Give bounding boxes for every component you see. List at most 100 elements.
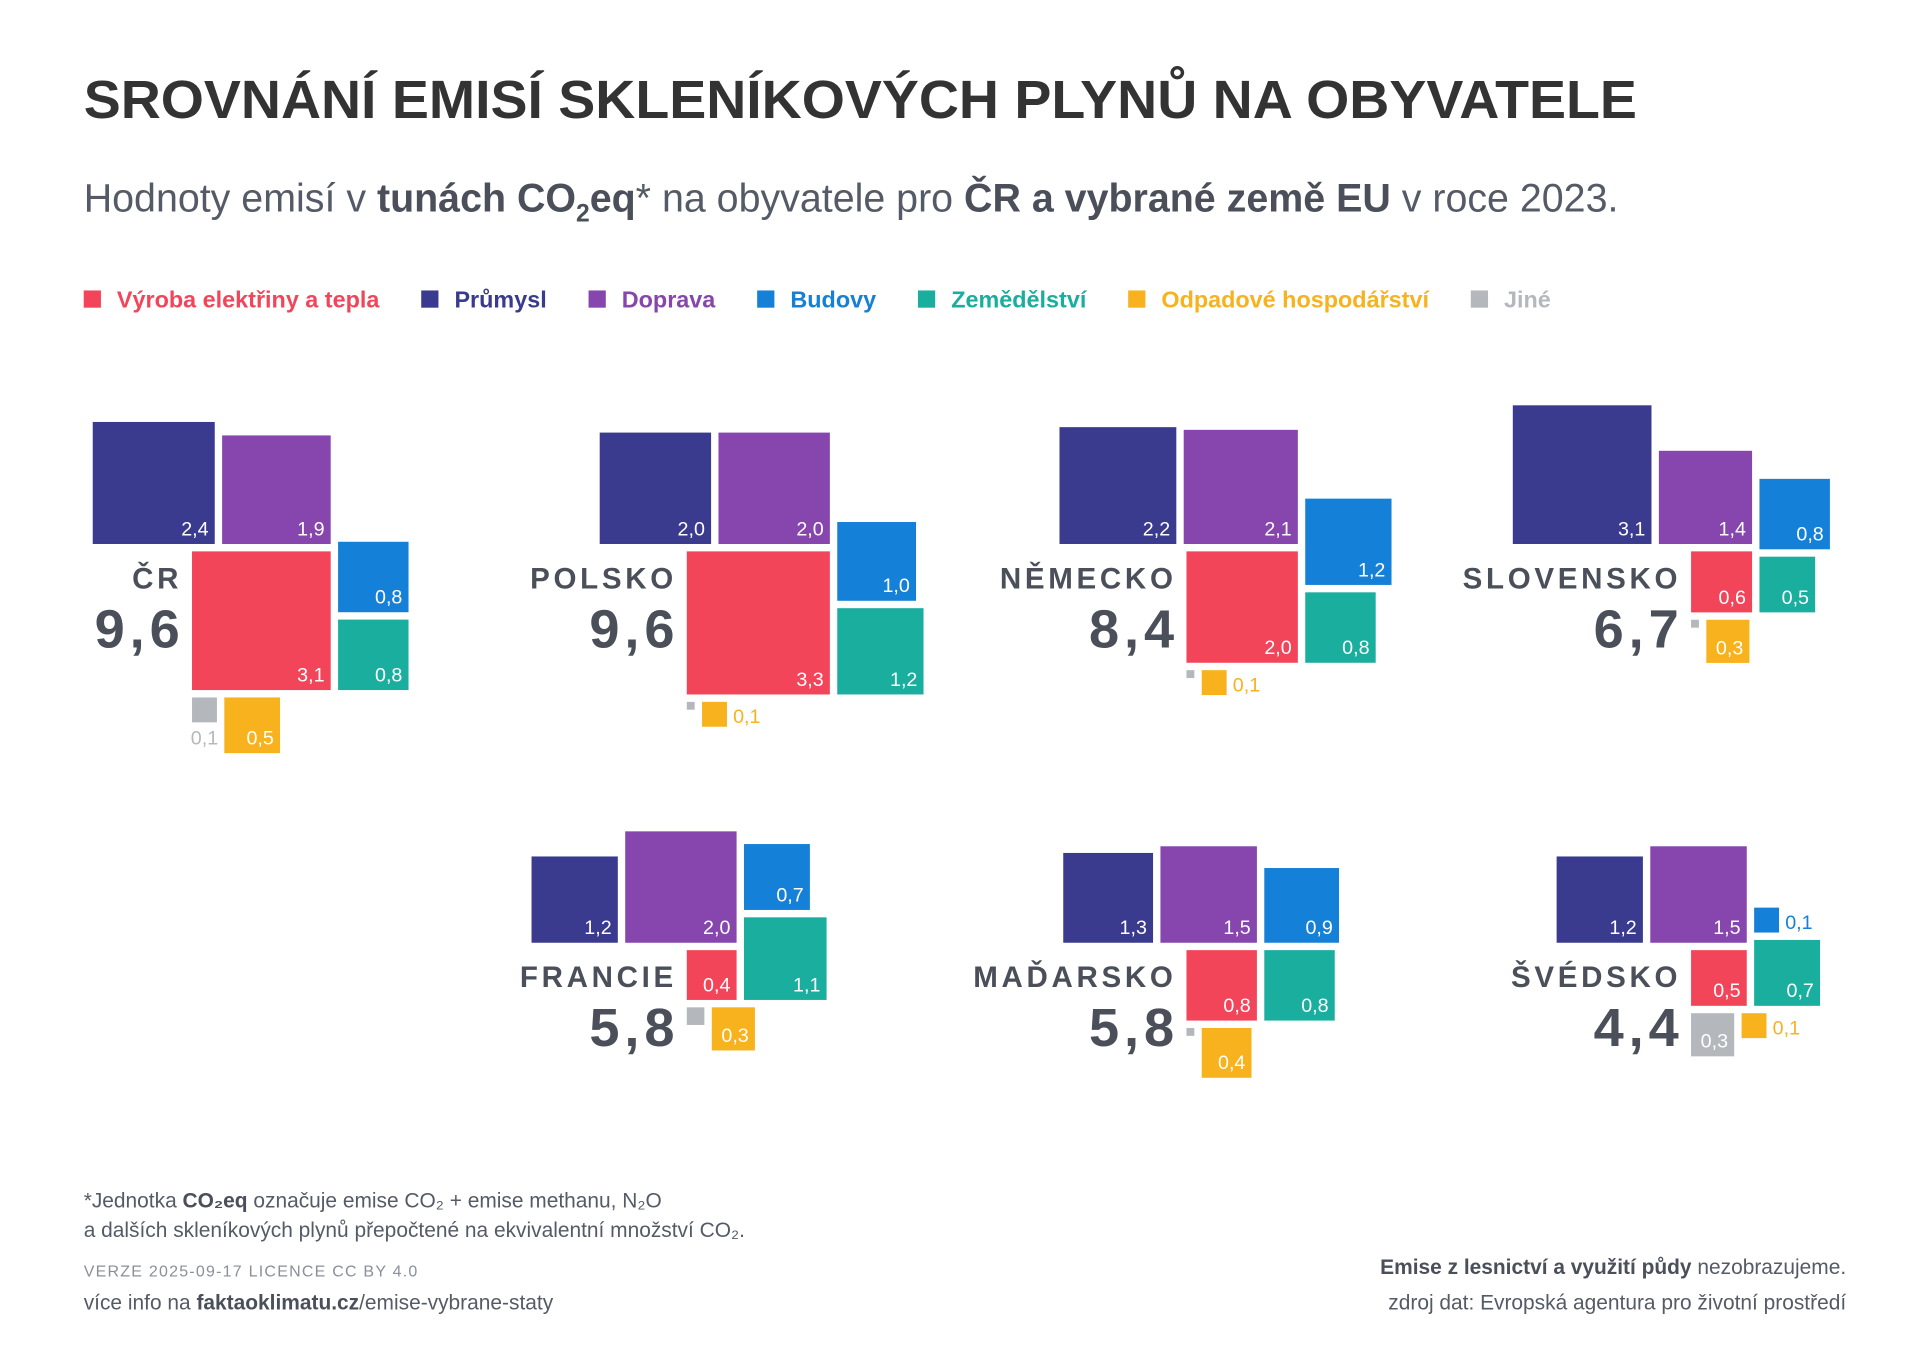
legend-label: Jiné [1504, 287, 1551, 313]
value-label: 2,0 [678, 518, 705, 540]
sector-square [192, 697, 217, 723]
legend-swatch [1128, 290, 1146, 308]
value-label: 0,3 [1701, 1031, 1728, 1053]
chart-subtitle: Hodnoty emisí v tunách CO2eq* na obyvate… [84, 176, 1619, 228]
sector-square [625, 831, 737, 943]
sector-square [1691, 619, 1699, 628]
value-label: 2,2 [1143, 518, 1170, 540]
sector-square [711, 1007, 755, 1051]
sector-square [686, 551, 830, 695]
legend-swatch [757, 290, 775, 308]
sector-square [686, 701, 695, 710]
value-label: 1,3 [1120, 917, 1147, 939]
sector-square [92, 421, 215, 544]
chart-title: SROVNÁNÍ EMISÍ SKLENÍKOVÝCH PLYNŮ NA OBY… [84, 66, 1637, 130]
sector-square [1186, 551, 1298, 663]
legend-swatch [917, 290, 936, 308]
value-label: 2,0 [703, 917, 730, 939]
source: zdroj dat: Evropská agentura pro životní… [1388, 1292, 1846, 1315]
value-label: 0,8 [1223, 995, 1250, 1017]
info-link: více info na faktaoklimatu.cz/emise-vybr… [84, 1292, 554, 1315]
value-label: 2,0 [1264, 637, 1291, 659]
legend-label: Výroba elektřiny a tepla [117, 287, 380, 313]
sector-square [1512, 405, 1652, 544]
sector-square [1264, 950, 1335, 1021]
country-total: 8,4 [1089, 599, 1179, 659]
footnote: a dalších skleníkových plynů přepočtené … [84, 1219, 745, 1242]
sector-square [1691, 1013, 1735, 1057]
sector-square [192, 551, 331, 691]
country-total: 9,6 [95, 599, 185, 659]
country-name: ČR [132, 561, 182, 595]
version: VERZE 2025-09-17 [84, 1263, 243, 1280]
value-label: 1,2 [890, 669, 917, 691]
sector-square [1059, 427, 1177, 544]
sector-square [1754, 939, 1821, 1006]
value-label: 0,8 [375, 664, 402, 686]
value-label: 0,1 [733, 706, 760, 728]
link-part: více info na [84, 1292, 197, 1315]
legend-label: Budovy [790, 287, 876, 313]
value-label: 1,1 [793, 974, 820, 996]
country-total: 4,4 [1594, 998, 1684, 1058]
sector-square [224, 697, 281, 754]
sector-square [1264, 868, 1340, 943]
value-label: 0,8 [1796, 524, 1823, 546]
value-label: 3,3 [796, 669, 823, 691]
link-part[interactable]: faktaoklimatu.cz [196, 1292, 359, 1315]
value-label: 2,4 [181, 518, 208, 540]
value-label: 0,5 [1713, 980, 1740, 1002]
sector-square [837, 522, 917, 601]
value-label: 0,4 [703, 974, 730, 996]
sector-square [1650, 846, 1747, 943]
value-label: 1,0 [882, 575, 909, 597]
country-name: POLSKO [530, 562, 677, 595]
country-name: SLOVENSKO [1463, 562, 1682, 595]
subtitle-part: 2 [576, 201, 590, 228]
country-total: 9,6 [589, 599, 679, 659]
value-label: 0,1 [1773, 1017, 1800, 1039]
country-total: 5,8 [1089, 998, 1179, 1058]
legend-swatch [588, 290, 606, 308]
value-label: 3,1 [1618, 518, 1645, 540]
subtitle-part: tunách CO [377, 177, 576, 221]
sector-square [599, 432, 712, 544]
sector-square [702, 701, 727, 727]
value-label: 1,5 [1223, 917, 1250, 939]
value-label: 2,0 [796, 518, 823, 540]
sector-square [1556, 856, 1643, 943]
legend-swatch [1470, 290, 1489, 308]
note-part: nezobrazujeme. [1692, 1256, 1847, 1279]
footnote-part: CO₂eq [183, 1189, 248, 1212]
country-name: MAĎARSKO [973, 960, 1176, 994]
sector-square [1183, 429, 1298, 544]
sector-square [1186, 1027, 1195, 1036]
sector-square [1759, 478, 1830, 550]
sector-square [222, 435, 331, 544]
subtitle-part: Hodnoty emisí v [84, 177, 377, 221]
sector-square [1754, 907, 1780, 933]
sector-square [1186, 670, 1195, 679]
legend-label: Odpadové hospodářství [1161, 287, 1430, 313]
sector-square [1201, 670, 1227, 696]
value-label: 0,8 [375, 587, 402, 609]
value-label: 0,1 [1785, 912, 1812, 934]
sector-square [1759, 556, 1816, 613]
value-label: 2,1 [1264, 518, 1291, 540]
subtitle-part: eq [590, 177, 636, 221]
sector-square [1201, 1027, 1252, 1078]
sector-square [1160, 846, 1257, 943]
sector-square [1305, 592, 1376, 663]
value-label: 1,9 [297, 518, 324, 540]
sector-square [1741, 1013, 1767, 1039]
value-label: 0,3 [1716, 637, 1743, 659]
value-label: 1,2 [584, 917, 611, 939]
plots: 3,1 2,4 1,9 0,8 0,8 0,5 0,1 ČR 9,6 3,3 2,0 2,0 1,0 1,… [92, 405, 1830, 1078]
license: LICENCE CC BY 4.0 [249, 1263, 419, 1280]
link-part: /emise-vybrane-staty [359, 1292, 554, 1315]
sector-square [686, 1007, 705, 1025]
legend-swatch [421, 290, 439, 308]
sector-square [743, 917, 827, 1000]
